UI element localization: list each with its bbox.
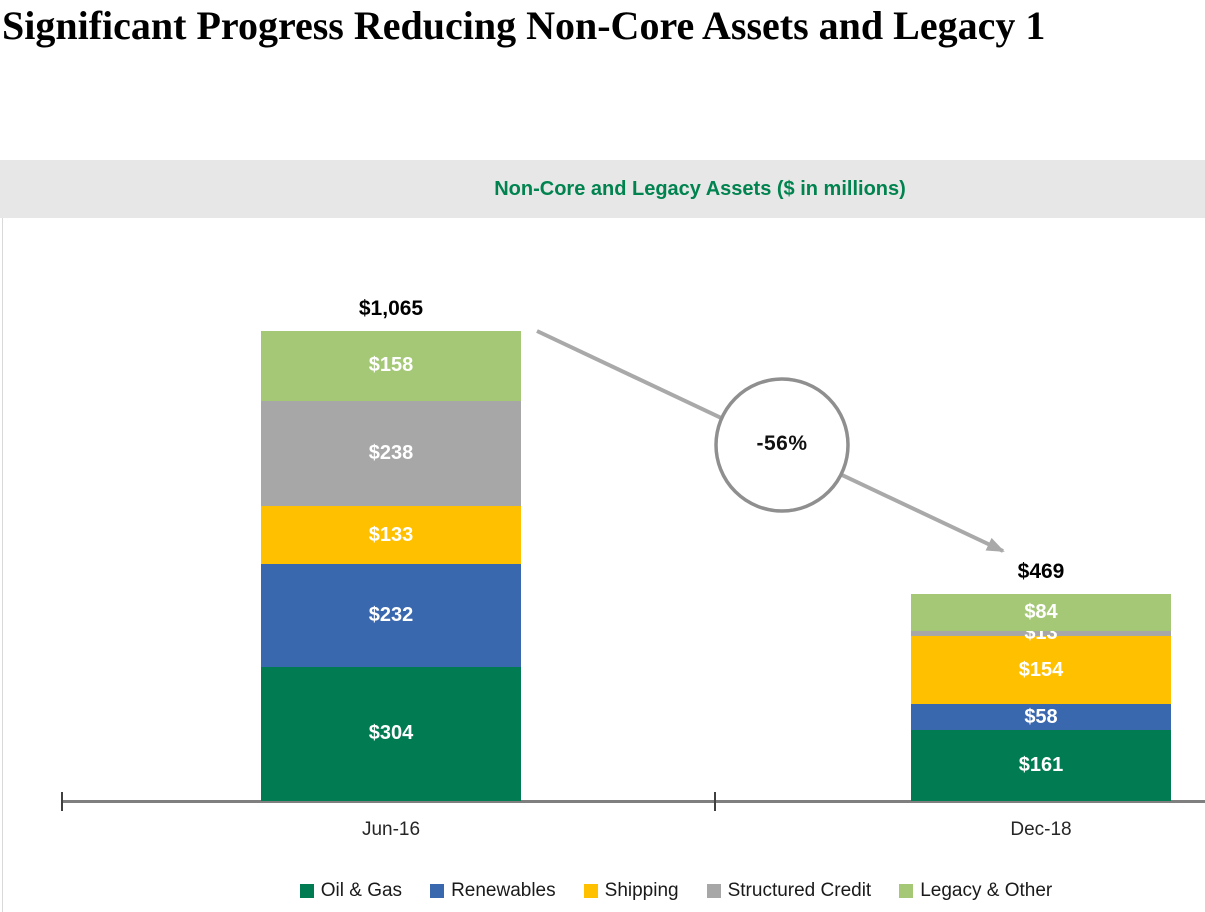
legend-label: Shipping xyxy=(604,880,679,901)
legend-item-structured-credit: Structured Credit xyxy=(706,880,872,902)
segment-value-label: $133 xyxy=(368,523,414,546)
chart-title-band: Non-Core and Legacy Assets ($ in million… xyxy=(0,160,1205,218)
bar-segment-structured-credit-jun-16: $238 xyxy=(261,400,521,506)
x-axis-label-jun-16: Jun-16 xyxy=(361,819,421,840)
bar-segment-renewables-dec-18: $58 xyxy=(911,704,1171,730)
chart-area-border xyxy=(2,218,3,912)
legend-swatch-icon xyxy=(706,884,721,898)
bar-segment-oil-gas-jun-16: $304 xyxy=(261,666,521,801)
legend-swatch-icon xyxy=(583,884,598,898)
segment-value-label: $154 xyxy=(1018,658,1064,681)
legend-item-renewables: Renewables xyxy=(430,880,556,902)
bar-segment-structured-credit-dec-18: $13 xyxy=(911,622,1171,644)
bar-segment-legacy-other-jun-16: $158 xyxy=(261,331,521,401)
legend-swatch-icon xyxy=(899,884,914,898)
bar-segment-legacy-other-dec-18: $84 xyxy=(911,593,1171,631)
segment-value-label: $158 xyxy=(368,354,414,377)
legend-label: Oil & Gas xyxy=(320,880,403,901)
bar-total-label-jun-16: $1,065 xyxy=(358,297,424,320)
chart-title: Non-Core and Legacy Assets ($ in million… xyxy=(494,178,906,200)
segment-value-label: $161 xyxy=(1018,753,1064,776)
legend-item-oil-gas: Oil & Gas xyxy=(299,880,403,902)
annotation-label: -56% xyxy=(756,432,808,455)
legend-label: Structured Credit xyxy=(727,880,872,901)
legend-label: Legacy & Other xyxy=(920,880,1053,901)
legend-item-legacy-other: Legacy & Other xyxy=(899,880,1052,902)
bar-segment-shipping-jun-16: $133 xyxy=(261,505,521,565)
page-title: Significant Progress Reducing Non-Core A… xyxy=(2,3,1046,48)
segment-value-label: $304 xyxy=(368,722,414,745)
legend-swatch-icon xyxy=(299,884,314,898)
bar-total-label-dec-18: $469 xyxy=(1017,559,1065,583)
x-axis-tick-middle xyxy=(714,792,716,811)
legend-swatch-icon xyxy=(430,884,445,898)
bar-segment-oil-gas-dec-18: $161 xyxy=(911,729,1171,801)
x-axis-line xyxy=(62,800,1205,803)
x-axis-tick-left xyxy=(61,792,63,811)
segment-value-label: $58 xyxy=(1024,705,1058,728)
bar-segment-shipping-dec-18: $154 xyxy=(911,636,1171,705)
segment-value-label: $238 xyxy=(368,441,414,464)
legend-item-shipping: Shipping xyxy=(583,880,679,902)
x-axis-label-dec-18: Dec-18 xyxy=(1010,819,1072,840)
segment-value-label: $232 xyxy=(368,604,414,627)
bar-segment-renewables-jun-16: $232 xyxy=(261,564,521,667)
segment-value-label: $84 xyxy=(1024,600,1058,623)
legend: Oil & Gas Renewables Shipping Structured Cr… xyxy=(0,880,1205,902)
legend-label: Renewables xyxy=(451,880,556,901)
